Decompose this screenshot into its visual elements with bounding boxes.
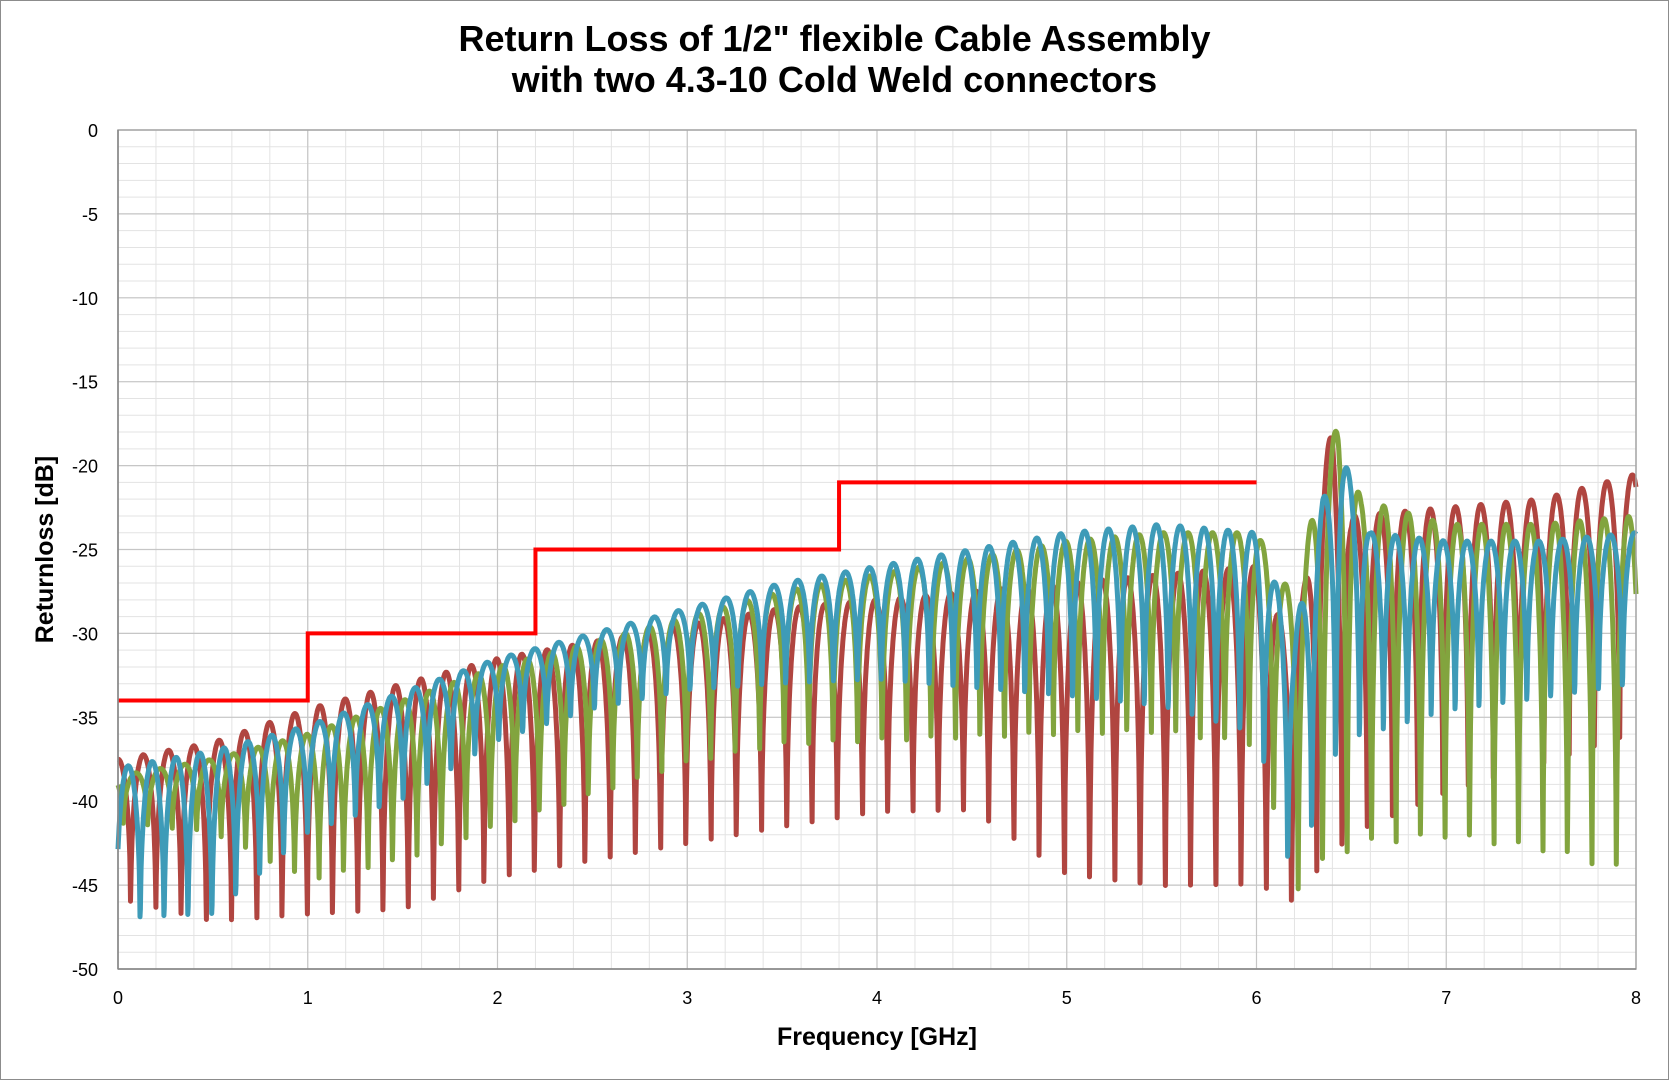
x-tick-label: 7 — [1441, 988, 1451, 1008]
y-tick-label: -45 — [72, 876, 98, 896]
y-tick-label: -10 — [72, 289, 98, 309]
x-tick-label: 6 — [1251, 988, 1261, 1008]
x-tick-label: 3 — [682, 988, 692, 1008]
series-layer — [115, 428, 1639, 923]
x-axis-title: Frequency [GHz] — [777, 1023, 977, 1051]
y-tick-label: -15 — [72, 373, 98, 393]
limit-line — [118, 480, 1257, 703]
chart-title-line1: Return Loss of 1/2" flexible Cable Assem… — [458, 18, 1211, 59]
tick-labels: 0 1 2 3 4 5 6 7 8 0 -5 -10 -15 -20 -25 -30 -35 -40 -45 -50 — [72, 121, 1641, 1008]
y-tick-label: -20 — [72, 457, 98, 477]
chart-title-line2: with two 4.3-10 Cold Weld connectors — [511, 59, 1158, 100]
x-tick-label: 5 — [1062, 988, 1072, 1008]
y-tick-label: -30 — [72, 624, 98, 644]
series-line-3 — [115, 465, 1639, 920]
y-tick-label: -35 — [72, 708, 98, 728]
x-tick-label: 4 — [872, 988, 882, 1008]
y-tick-label: 0 — [88, 121, 98, 141]
x-tick-label: 0 — [113, 988, 123, 1008]
y-axis-title: Returnloss [dB] — [31, 456, 59, 644]
plot-axes — [117, 129, 1637, 970]
y-tick-label: -40 — [72, 792, 98, 812]
limit-line-layer — [118, 480, 1257, 703]
y-tick-label: -50 — [72, 960, 98, 980]
y-tick-label: -5 — [82, 205, 98, 225]
chart-title: Return Loss of 1/2" flexible Cable Assem… — [0, 18, 1669, 100]
y-tick-label: -25 — [72, 541, 98, 561]
x-tick-label: 8 — [1631, 988, 1641, 1008]
x-tick-label: 1 — [303, 988, 313, 1008]
x-tick-label: 2 — [492, 988, 502, 1008]
